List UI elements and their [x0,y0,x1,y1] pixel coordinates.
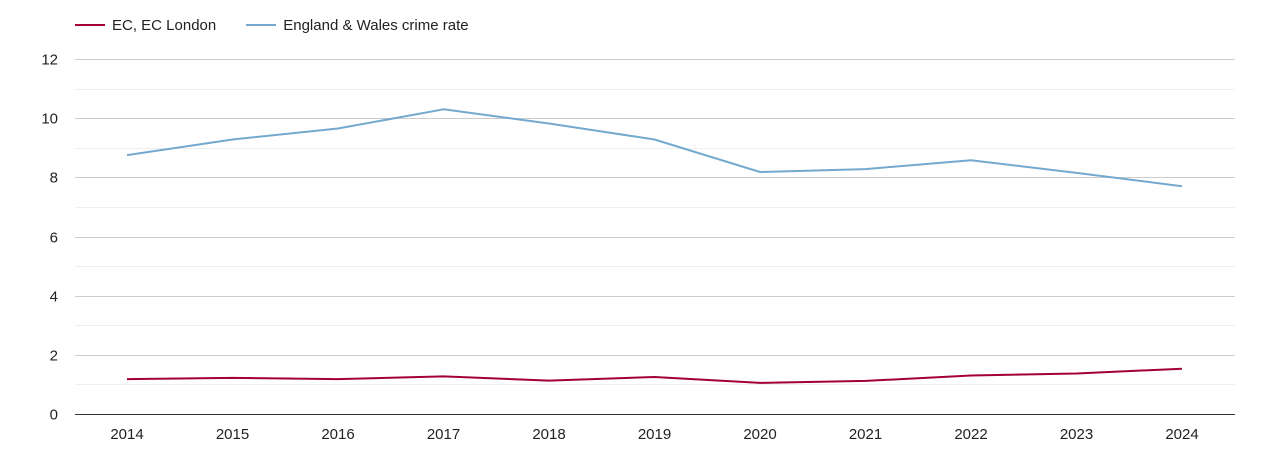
x-tick-label: 2020 [743,426,776,443]
x-tick-label: 2014 [110,426,143,443]
legend-item-ec-london[interactable]: EC, EC London [75,17,216,34]
legend-swatch-england-wales [246,24,277,26]
y-tick-label: 8 [50,170,58,187]
legend-item-england-wales[interactable]: England & Wales crime rate [246,16,469,34]
x-tick-label: 2024 [1165,426,1198,443]
y-tick-label: 2 [50,348,58,365]
series-line-ec-ec-london [126,367,1183,384]
x-tick-label: 2015 [216,426,249,443]
x-tick-label: 2018 [532,426,565,443]
x-tick-label: 2017 [427,426,460,443]
x-tick-label: 2016 [321,426,354,443]
x-tick-label: 2019 [638,426,671,443]
x-tick-label: 2021 [849,426,882,443]
series-line-england-wales-crime-rate [126,108,1183,188]
x-tick-label: 2023 [1060,426,1093,443]
y-tick-label: 6 [50,230,58,247]
y-tick-label: 4 [50,289,58,306]
legend-swatch-ec-london [75,24,105,26]
y-tick-label: 10 [41,111,58,128]
x-tick-label: 2022 [954,426,987,443]
y-tick-label: 12 [41,52,58,69]
y-tick-label: 0 [50,407,58,424]
legend-label-england-wales: England & Wales crime rate [283,16,469,34]
legend: EC, EC London England & Wales crime rate [75,14,469,36]
legend-label-ec-london: EC, EC London [112,16,217,34]
